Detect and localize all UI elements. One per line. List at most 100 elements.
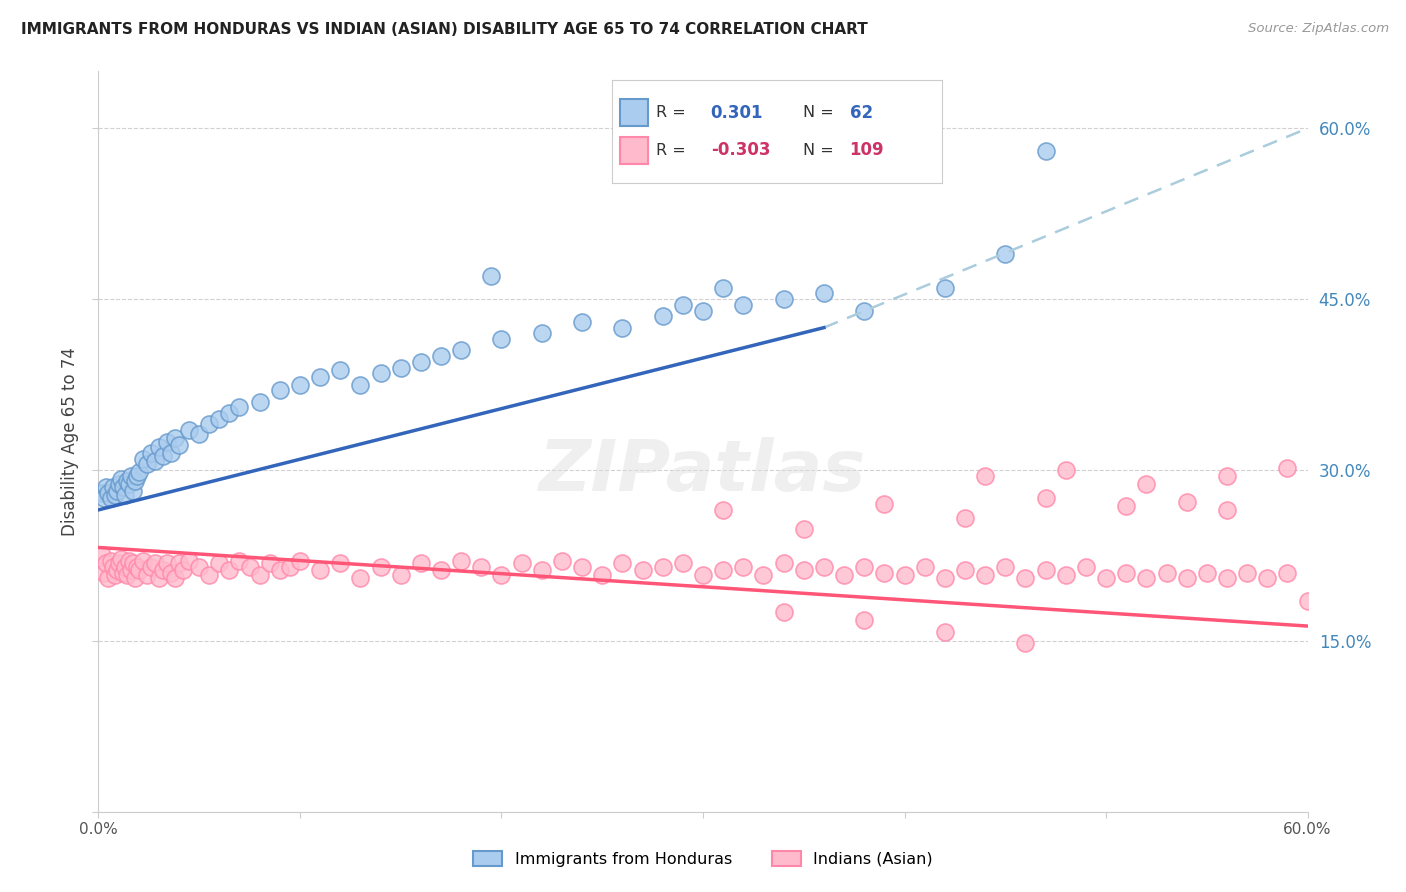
Point [208,557,231,571]
Point [994,246,1017,260]
Point [481,269,503,284]
Point [853,303,876,318]
Point [121,557,143,571]
Point [631,563,654,577]
Point [100,554,122,568]
Point [269,384,291,398]
Point [1135,476,1157,491]
Point [1175,571,1198,585]
Point [409,557,432,571]
Point [1277,460,1299,475]
Point [1095,571,1118,585]
Point [994,559,1017,574]
Point [430,349,453,363]
Point [160,566,183,580]
Point [832,567,855,582]
Point [752,567,775,582]
Point [118,476,141,491]
Point [571,315,593,329]
Point [249,567,271,582]
Point [124,571,146,585]
Point [115,475,138,489]
Point [813,559,835,574]
Point [1014,571,1036,585]
Point [853,613,876,627]
Point [105,483,128,498]
Point [143,454,166,468]
Point [198,567,221,582]
Text: ZIPatlas: ZIPatlas [540,437,866,506]
Point [121,483,143,498]
Point [934,624,956,639]
Point [91,485,114,500]
Point [893,567,915,582]
Point [124,475,146,489]
Point [329,557,352,571]
Point [97,485,120,500]
Point [110,552,132,566]
Point [914,559,936,574]
Point [309,369,332,384]
Point [389,567,412,582]
Point [1035,144,1057,158]
Point [530,326,553,341]
Point [93,491,115,506]
Point [111,480,134,494]
Text: N =: N = [803,143,834,158]
Point [228,401,250,415]
Point [711,503,734,517]
Point [772,606,794,620]
Point [188,559,211,574]
Point [612,557,634,571]
Point [551,554,574,568]
Point [125,468,148,483]
Point [101,559,124,574]
Bar [620,136,648,164]
Point [1135,571,1157,585]
Text: N =: N = [803,105,834,120]
Point [349,377,371,392]
Point [135,567,157,582]
Point [103,567,125,582]
Point [873,497,896,511]
Point [1296,594,1319,608]
Point [160,446,183,460]
Point [218,406,240,420]
Point [1156,566,1178,580]
Text: R =: R = [657,105,686,120]
Text: -0.303: -0.303 [710,141,770,160]
Point [163,431,186,445]
Point [733,298,755,312]
Point [148,440,170,454]
Point [692,567,714,582]
Point [259,557,281,571]
Point [152,563,174,577]
Legend: Immigrants from Honduras, Indians (Asian): Immigrants from Honduras, Indians (Asian… [467,845,939,873]
Bar [620,99,648,127]
Point [772,557,794,571]
Point [107,476,129,491]
Point [110,472,132,486]
Point [651,559,673,574]
Point [269,563,291,577]
Point [188,426,211,441]
Point [450,554,472,568]
Point [349,571,371,585]
Point [612,320,634,334]
Point [651,310,673,324]
Point [120,563,142,577]
Point [139,559,162,574]
Point [370,366,392,380]
Point [152,450,174,464]
Point [1195,566,1218,580]
Point [1216,571,1239,585]
Point [793,522,815,536]
Point [1035,563,1057,577]
Point [135,458,157,472]
Point [1216,503,1239,517]
Point [1175,495,1198,509]
Point [1115,500,1137,514]
Point [1074,559,1097,574]
Point [132,451,155,466]
Point [239,559,262,574]
